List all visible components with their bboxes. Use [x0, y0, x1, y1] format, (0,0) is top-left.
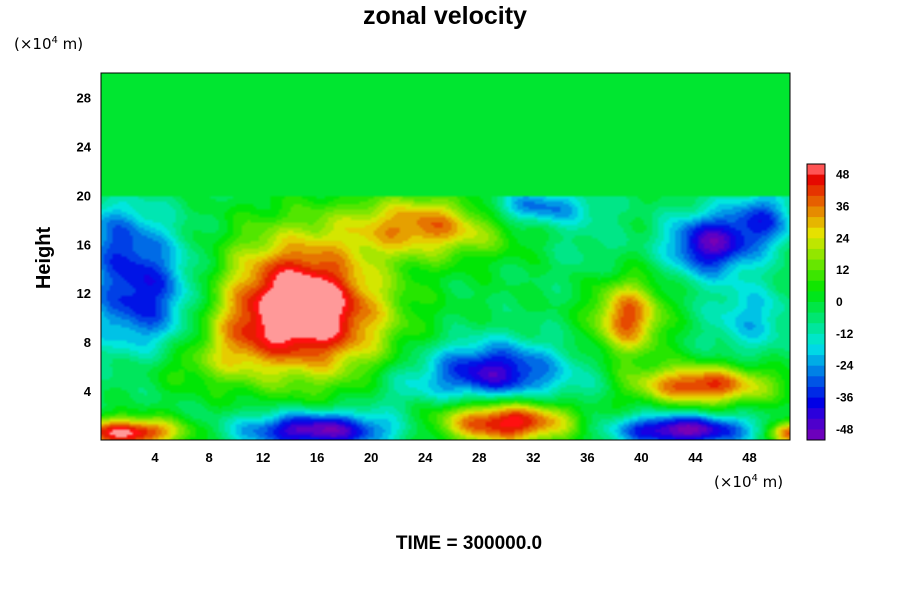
colorbar-swatch	[807, 291, 825, 303]
x-tick-label: 8	[205, 450, 212, 465]
x-tick-label: 28	[472, 450, 486, 465]
colorbar-swatch	[807, 259, 825, 271]
colorbar-swatch	[807, 238, 825, 250]
x-tick-label: 36	[580, 450, 594, 465]
colorbar-swatch	[807, 355, 825, 367]
colorbar-ticks: 48 36 24 12 0 -12 -24 -36 -48	[836, 168, 854, 437]
y-tick-label: 8	[84, 335, 91, 350]
plot-area	[100, 72, 791, 441]
colorbar-swatch	[807, 206, 825, 218]
x-tick-label: 44	[688, 450, 703, 465]
x-tick-label: 24	[418, 450, 433, 465]
colorbar-swatch	[807, 195, 825, 207]
x-tick-label: 4	[151, 450, 159, 465]
y-axis-ticks: 4 8 12 16 20 24 28	[77, 90, 92, 399]
colorbar-swatch	[807, 365, 825, 377]
colorbar-tick-label: 24	[836, 231, 850, 245]
colorbar-tick-label: -24	[836, 359, 854, 373]
colorbar-tick-label: 48	[836, 168, 850, 182]
x-tick-label: 12	[256, 450, 270, 465]
colorbar-frame	[806, 163, 826, 441]
colorbar-swatch	[807, 248, 825, 260]
x-tick-label: 16	[310, 450, 324, 465]
x-tick-label: 20	[364, 450, 378, 465]
colorbar-tick-label: -48	[836, 422, 854, 436]
y-tick-label: 16	[77, 237, 91, 252]
y-axis-unit: (×104 m)	[14, 35, 83, 53]
y-tick-label: 24	[77, 139, 92, 154]
colorbar	[806, 163, 826, 441]
colorbar-swatch	[807, 227, 825, 239]
colorbar-swatch	[807, 185, 825, 197]
y-tick-label: 4	[84, 384, 92, 399]
colorbar-swatch	[807, 386, 825, 398]
y-tick-label: 28	[77, 90, 91, 105]
heatmap-field	[101, 73, 790, 440]
x-axis-unit: (×104 m)	[714, 473, 783, 491]
x-tick-label: 32	[526, 450, 540, 465]
colorbar-swatch	[807, 429, 825, 441]
colorbar-tick-label: -12	[836, 327, 854, 341]
colorbar-swatch	[807, 323, 825, 335]
y-tick-label: 20	[77, 188, 91, 203]
colorbar-swatch	[807, 270, 825, 282]
colorbar-swatch	[807, 418, 825, 430]
colorbar-swatch	[807, 397, 825, 409]
colorbar-swatch	[807, 217, 825, 229]
colorbar-swatch	[807, 344, 825, 356]
colorbar-swatch	[807, 174, 825, 186]
colorbar-tick-label: 0	[836, 295, 843, 309]
x-axis-ticks: 4 8 12 16 20 24 28 32 36 40 44 48	[151, 450, 756, 465]
x-tick-label: 48	[742, 450, 756, 465]
colorbar-swatch	[807, 164, 825, 176]
time-label: TIME = 300000.0	[396, 533, 542, 554]
colorbar-tick-label: 36	[836, 199, 850, 213]
y-axis-label: Height	[33, 227, 55, 290]
colorbar-swatch	[807, 333, 825, 345]
chart-title: zonal velocity	[363, 2, 527, 30]
colorbar-tick-label: -36	[836, 391, 854, 405]
y-tick-label: 12	[77, 286, 91, 301]
colorbar-swatch	[807, 280, 825, 292]
colorbar-swatch	[807, 376, 825, 388]
colorbar-swatch	[807, 302, 825, 314]
colorbar-swatch	[807, 408, 825, 420]
colorbar-tick-label: 12	[836, 263, 850, 277]
colorbar-swatch	[807, 312, 825, 324]
x-tick-label: 40	[634, 450, 648, 465]
plot-frame	[100, 72, 791, 441]
